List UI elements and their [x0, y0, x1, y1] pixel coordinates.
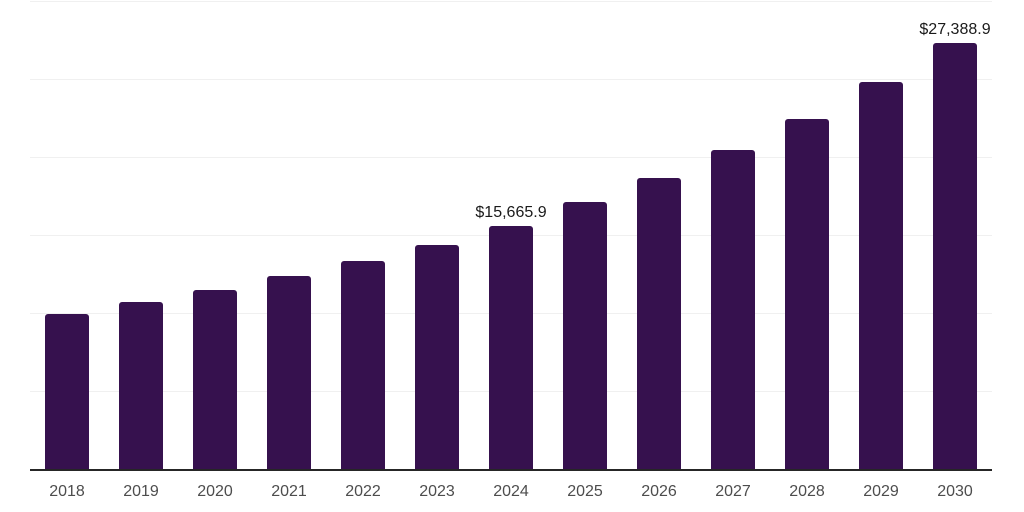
x-tick-2029: 2029	[863, 483, 899, 500]
x-axis-tick-labels: 2018 2019 2020 2021 2022 2023 2024 2025 2026 2027…	[30, 482, 992, 501]
x-tick-2019: 2019	[123, 483, 159, 500]
bar-2028	[785, 119, 829, 470]
bar-band-2028	[770, 2, 844, 470]
bar-2022	[341, 261, 385, 470]
data-label-2030: $27,388.9	[919, 21, 991, 39]
bar-band-2027	[696, 2, 770, 470]
data-label-2024: $15,665.9	[475, 204, 547, 222]
bar-2030: $27,388.9	[919, 21, 991, 470]
bar-2025	[563, 202, 607, 470]
bar-2024: $15,665.9	[475, 204, 547, 470]
x-tick-2024: 2024	[493, 483, 529, 500]
x-axis-line	[30, 469, 992, 471]
x-tick-2030: 2030	[937, 483, 973, 500]
bar-band-2023	[400, 2, 474, 470]
bar-2021	[267, 276, 311, 470]
x-tick-2025: 2025	[567, 483, 603, 500]
bar-2026	[637, 178, 681, 470]
gridline-30000	[30, 1, 992, 2]
x-tick-2026: 2026	[641, 483, 677, 500]
x-tick-2018: 2018	[49, 483, 85, 500]
bar-band-2019	[104, 2, 178, 470]
gridline-25000	[30, 79, 992, 80]
bar-2020	[193, 290, 237, 470]
bar-band-2029	[844, 2, 918, 470]
bar-2019	[119, 302, 163, 470]
bar-2023	[415, 245, 459, 470]
bar-band-2018	[30, 2, 104, 470]
bar-band-2026	[622, 2, 696, 470]
x-tick-2028: 2028	[789, 483, 825, 500]
x-tick-2021: 2021	[271, 483, 307, 500]
bar-band-2030: $27,388.9	[918, 2, 992, 470]
x-tick-2023: 2023	[419, 483, 455, 500]
bar-band-2025	[548, 2, 622, 470]
plot-area: $15,665.9 $27,388.9	[30, 1, 992, 471]
x-tick-2020: 2020	[197, 483, 233, 500]
bar-2029	[859, 82, 903, 470]
bars-container: $15,665.9 $27,388.9	[30, 2, 992, 470]
x-tick-2027: 2027	[715, 483, 751, 500]
bar-band-2021	[252, 2, 326, 470]
bar-band-2022	[326, 2, 400, 470]
gridline-20000	[30, 157, 992, 159]
bar-band-2024: $15,665.9	[474, 2, 548, 470]
x-tick-2022: 2022	[345, 483, 381, 500]
bar-2018	[45, 314, 89, 470]
bar-band-2020	[178, 2, 252, 470]
bar-2027	[711, 150, 755, 470]
